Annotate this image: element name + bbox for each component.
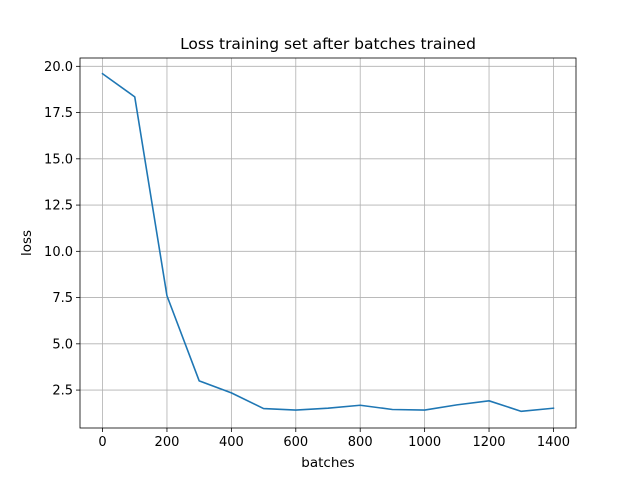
x-tick-label: 400 [219, 435, 244, 450]
x-tick-label: 1200 [472, 435, 505, 450]
x-axis-label: batches [301, 455, 354, 471]
x-tick-label: 1000 [408, 435, 441, 450]
x-tick-label: 0 [98, 435, 106, 450]
y-axis-label: loss [19, 230, 35, 256]
x-tick-label: 600 [283, 435, 308, 450]
x-tick-label: 800 [348, 435, 373, 450]
chart-title: Loss training set after batches trained [180, 35, 476, 53]
series-layer [101, 72, 555, 413]
x-tick-label: 1400 [537, 435, 570, 450]
grid-lines [80, 58, 576, 428]
y-axis-ticks: 2.5 5.0 7.5 10.0 12.5 15.0 17.5 20.0 [44, 60, 80, 399]
x-tick-label: 200 [155, 435, 180, 450]
y-tick-label: 2.5 [52, 384, 73, 399]
y-tick-label: 15.0 [44, 152, 73, 167]
loss-series-line [101, 72, 555, 413]
plot-background [80, 58, 576, 428]
y-tick-label: 10.0 [44, 245, 73, 260]
y-tick-label: 20.0 [44, 60, 73, 75]
y-tick-label: 7.5 [52, 291, 73, 306]
y-tick-label: 17.5 [44, 106, 73, 121]
x-axis-ticks: 0 200 400 600 800 1000 1200 1400 [98, 428, 570, 450]
y-tick-label: 12.5 [44, 199, 73, 214]
y-tick-label: 5.0 [52, 337, 73, 352]
plot-frame [79, 57, 577, 429]
